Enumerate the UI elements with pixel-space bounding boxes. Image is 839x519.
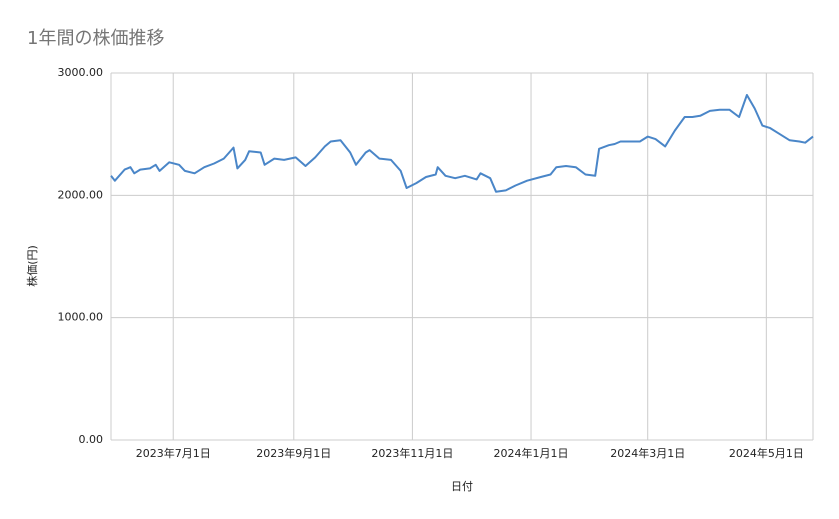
- x-tick-label: 2024年1月1日: [494, 446, 569, 460]
- y-tick-label: 2000.00: [58, 188, 104, 201]
- x-tick-label: 2023年11月1日: [371, 446, 453, 460]
- x-tick-label: 2023年7月1日: [136, 446, 211, 460]
- y-tick-label: 3000.00: [58, 66, 104, 79]
- x-tick-label: 2024年3月1日: [610, 446, 685, 460]
- y-axis-label: 株価(円): [25, 245, 39, 287]
- x-tick-label: 2024年5月1日: [729, 446, 804, 460]
- y-tick-label: 0.00: [79, 433, 104, 446]
- x-tick-label: 2023年9月1日: [256, 446, 331, 460]
- x-axis-label: 日付: [451, 480, 473, 493]
- chart-title: 1年間の株価推移: [27, 28, 164, 49]
- y-tick-label: 1000.00: [58, 311, 104, 324]
- data-line: [110, 94, 814, 193]
